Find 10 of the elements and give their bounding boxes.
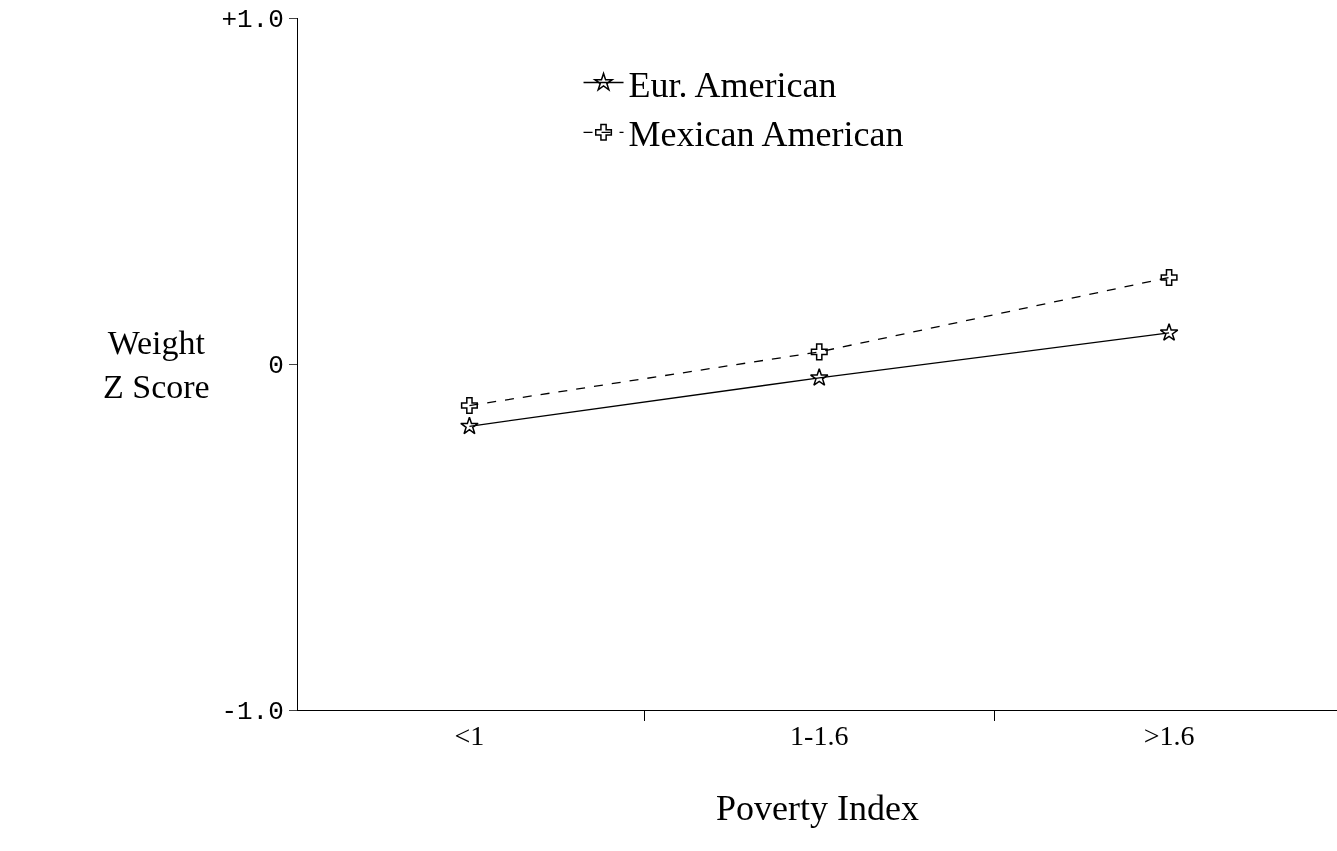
x-tick-label: 1-1.6 <box>790 719 849 751</box>
y-tick-label: 0 <box>268 351 284 382</box>
legend-label: Eur. American <box>628 64 837 105</box>
x-tick-label: >1.6 <box>1143 719 1195 751</box>
y-axis-title: Weight Z Score <box>103 324 210 406</box>
x-tick-label: <1 <box>454 719 485 751</box>
y-tick-label: +1.0 <box>221 5 284 36</box>
y-tick-label: -1.0 <box>221 697 284 728</box>
legend-label: Mexican American <box>628 114 904 155</box>
x-axis-title: Poverty Index <box>716 788 919 829</box>
